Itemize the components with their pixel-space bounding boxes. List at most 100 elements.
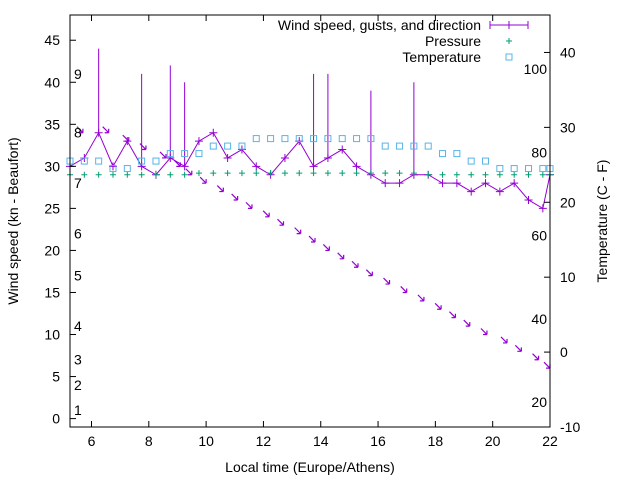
wind-direction-arrow: [400, 286, 408, 294]
y-left-axis-title: Wind speed (kn - Beaufort): [5, 137, 21, 304]
temperature-point: [510, 165, 518, 173]
temperature-point: [353, 135, 361, 143]
wind-direction-arrow: [417, 294, 425, 302]
wind-direction-arrow: [139, 143, 147, 151]
temperature-point: [539, 165, 547, 173]
pressure-point: [525, 171, 532, 178]
axes: 6 8 10 12 14 16 18 20 22051015202530354045-10010…: [5, 14, 610, 475]
fahrenheit-label: 100: [524, 61, 548, 77]
wind-speed-point: [166, 153, 175, 162]
wind-direction-arrow: [159, 151, 167, 159]
y-left-tick-label: 30: [44, 158, 60, 174]
pressure-point: [410, 170, 417, 177]
wind-speed-point: [94, 128, 103, 137]
temperature-point: [424, 142, 432, 150]
wind-speed-point: [524, 195, 533, 204]
y-right-axis-title: Temperature (C - F): [594, 160, 610, 283]
beaufort-label: 7: [74, 175, 82, 191]
y-left-tick-label: 0: [52, 411, 60, 427]
wind-direction-arrow: [262, 210, 270, 218]
fahrenheit-label: 80: [531, 144, 547, 160]
beaufort-label: 8: [74, 125, 82, 141]
pressure-point: [267, 170, 274, 177]
wind-direction-arrow: [308, 235, 316, 243]
wind-speed-point: [180, 162, 189, 171]
wind-speed-point: [209, 128, 218, 137]
fahrenheit-label: 60: [531, 228, 547, 244]
temperature-point: [396, 142, 404, 150]
x-tick-label: 22: [542, 433, 558, 449]
temperature-point: [525, 165, 533, 173]
temperature-point: [410, 142, 418, 150]
pressure-point: [324, 170, 331, 177]
wind-speed-point: [452, 179, 461, 188]
wind-speed-point: [223, 153, 232, 162]
x-tick-label: 16: [370, 433, 386, 449]
y-right-tick-label: -10: [560, 419, 580, 435]
pressure-point: [439, 171, 446, 178]
wind-speed-point: [338, 145, 347, 154]
pressure-point: [382, 170, 389, 177]
wind-direction-arrow: [245, 201, 253, 209]
wind-speed-point: [510, 179, 519, 188]
pressure-point: [81, 171, 88, 178]
temperature-point: [80, 157, 88, 165]
wind-direction-arrow: [337, 252, 345, 260]
wind-direction-arrow: [532, 353, 540, 361]
temperature-point: [467, 157, 475, 165]
wind-speed-point: [438, 179, 447, 188]
y-left-tick-label: 45: [44, 32, 60, 48]
x-tick-label: 10: [198, 433, 214, 449]
fahrenheit-label: 40: [531, 311, 547, 327]
pressure-point: [210, 170, 217, 177]
pressure-point: [353, 170, 360, 177]
pressure-point: [124, 171, 131, 178]
wind-speed-point: [467, 187, 476, 196]
pressure-point: [167, 171, 174, 178]
x-axis-title: Local time (Europe/Athens): [225, 459, 395, 475]
wind-speed-point: [495, 187, 504, 196]
temperature-point: [482, 157, 490, 165]
beaufort-label: 4: [74, 318, 82, 334]
legend-swatch-pressure: [506, 38, 512, 44]
plot-frame: [69, 14, 551, 428]
x-tick-label: 12: [256, 433, 272, 449]
pressure-point: [224, 170, 231, 177]
pressure-point: [425, 171, 432, 178]
x-tick-label: 14: [313, 433, 329, 449]
wind-direction-arrow: [199, 176, 207, 184]
y-left-tick-label: 15: [44, 284, 60, 300]
wind-direction-arrow: [322, 244, 330, 252]
wind-direction-arrow: [102, 126, 110, 134]
wind-direction-arrow: [216, 185, 224, 193]
wind-direction-arrow: [434, 302, 442, 310]
y-left-tick-label: 35: [44, 116, 60, 132]
wind-direction-arrow: [351, 260, 359, 268]
wind-speed-point: [252, 162, 261, 171]
x-tick-label: 8: [145, 433, 153, 449]
pressure-point: [539, 171, 546, 178]
temperature-point: [123, 165, 131, 173]
beaufort-label: 9: [74, 66, 82, 82]
y-left-tick-label: 10: [44, 327, 60, 343]
wind-direction-arrow: [500, 336, 508, 344]
temperature-point: [338, 135, 346, 143]
wind-speed-point: [323, 153, 332, 162]
wind-speed-point: [352, 162, 361, 171]
pressure-point: [453, 171, 460, 178]
x-tick-label: 6: [88, 433, 96, 449]
beaufort-label: 5: [74, 268, 82, 284]
pressure-point: [253, 170, 260, 177]
pressure-point: [496, 171, 503, 178]
pressure-point: [511, 171, 518, 178]
pressure-point: [238, 170, 245, 177]
legend-label-pressure: Pressure: [425, 33, 481, 49]
wind-direction-arrow: [231, 193, 239, 201]
temperature-point: [496, 165, 504, 173]
wind-direction-arrow: [449, 311, 457, 319]
wind-direction-arrow: [480, 328, 488, 336]
legend-label-temperature: Temperature: [402, 49, 481, 65]
fahrenheit-label: 20: [531, 394, 547, 410]
wind-speed-point: [309, 162, 318, 171]
